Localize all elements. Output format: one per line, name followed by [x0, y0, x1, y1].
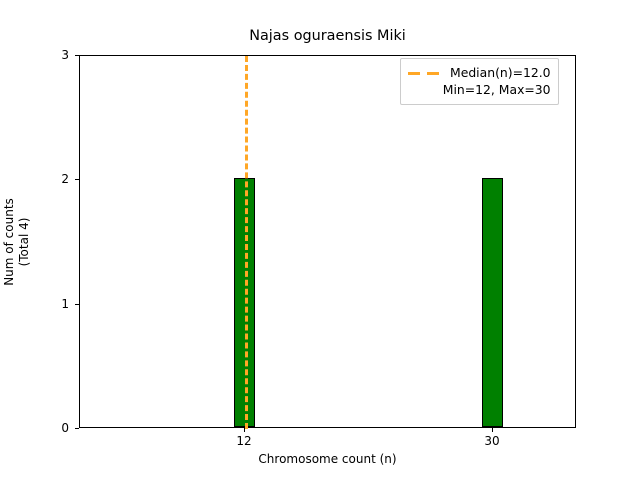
x-tick-mark-12 [244, 428, 245, 432]
legend-label-median: Median(n)=12.0 [450, 65, 551, 80]
y-tick-label-3: 3 [61, 48, 69, 62]
dashed-line-icon [408, 67, 441, 79]
y-tick-label-2: 2 [61, 172, 69, 187]
median-line-layer [80, 56, 575, 429]
plot-area [79, 55, 576, 429]
y-axis-label-line2: (Total 4) [17, 217, 31, 266]
y-tick-mark-0 [75, 428, 79, 429]
x-tick-label-30: 30 [484, 434, 500, 448]
y-axis-label-container: Num of counts (Total 4) [0, 55, 34, 428]
legend-entry-median: Median(n)=12.0 [408, 64, 551, 81]
bars-layer [80, 56, 575, 427]
x-tick-label-12: 12 [236, 434, 252, 448]
x-tick-mark-30 [492, 428, 493, 432]
y-tick-label-1: 1 [61, 296, 69, 311]
y-axis-label-line1: Num of counts [2, 197, 16, 286]
chart-title: Najas oguraensis Miki [249, 28, 406, 44]
x-axis-label: Chromosome count (n) [258, 452, 397, 466]
chart-legend: Median(n)=12.0 Min=12, Max=30 [400, 58, 559, 105]
y-tick-mark-1 [75, 303, 79, 305]
legend-label-minmax: Min=12, Max=30 [442, 82, 551, 97]
median-line [244, 56, 248, 429]
y-tick-label-0: 0 [61, 421, 69, 435]
y-tick-mark-2 [75, 179, 79, 181]
y-tick-mark-3 [75, 55, 79, 56]
bar-30 [482, 178, 503, 427]
y-axis-label: Num of counts (Total 4) [2, 198, 32, 286]
